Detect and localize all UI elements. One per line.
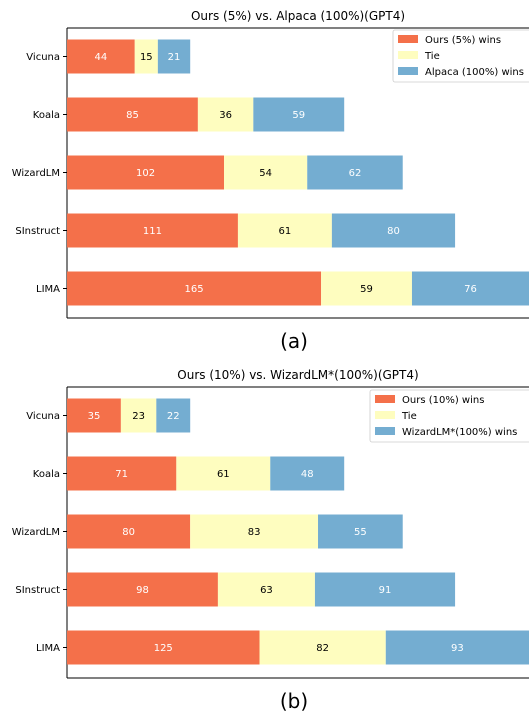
- bar-value-label: 71: [115, 469, 128, 480]
- legend-label-ours: Ours (5%) wins: [425, 35, 501, 46]
- plot-area: Vicuna 35 23 22 Koala 71 61 48 WizardLM 80 83 55 SIn…: [12, 386, 529, 679]
- bar-segment-tie: [237, 213, 332, 248]
- bar-value-label: 61: [279, 226, 292, 237]
- bar-value-label: 22: [167, 411, 180, 422]
- panel-title: Ours (5%) vs. Alpaca (100%)(GPT4): [191, 9, 405, 23]
- bar-value-label: 165: [185, 284, 204, 295]
- legend-frame: [392, 29, 529, 83]
- plot-area: Vicuna 44 15 21 Koala 85 36 59 WizardLM 102 54 62 SI…: [12, 27, 529, 319]
- category-label: WizardLM: [12, 168, 60, 179]
- bar-value-label: 48: [301, 469, 314, 480]
- bar-value-label: 62: [349, 168, 362, 179]
- bar-segment-tie: [190, 514, 319, 549]
- bar-value-label: 80: [122, 527, 135, 538]
- legend-label-baseline: WizardLM*(100%) wins: [402, 427, 517, 438]
- bar-segment-ours: [67, 39, 135, 74]
- bar-value-label: 91: [379, 585, 392, 596]
- category-label: WizardLM: [12, 527, 60, 538]
- bar-value-label: 93: [451, 643, 464, 654]
- bar-value-label: 55: [354, 527, 367, 538]
- bar-segment-tie: [321, 271, 412, 306]
- legend-swatch-baseline: [375, 427, 395, 435]
- legend-swatch-tie: [398, 51, 418, 59]
- bar-value-label: 83: [248, 527, 261, 538]
- bar-segment-tie: [224, 155, 308, 190]
- bar-value-label: 59: [360, 284, 373, 295]
- category-label: SInstruct: [15, 226, 60, 237]
- category-label: Vicuna: [26, 52, 60, 63]
- bar-segment-tie: [217, 572, 315, 607]
- bar-value-label: 44: [95, 52, 108, 63]
- legend: Ours (5%) wins Tie Alpaca (100%) wins: [392, 29, 529, 83]
- legend: Ours (10%) wins Tie WizardLM*(100%) wins: [369, 389, 529, 443]
- bar-segment-baseline: [385, 630, 529, 665]
- bar-segment-baseline: [314, 572, 456, 607]
- bar-segment-baseline: [331, 213, 456, 248]
- bar-value-label: 54: [259, 168, 272, 179]
- legend-label-tie: Tie: [401, 411, 417, 422]
- bar-segment-tie: [120, 398, 157, 433]
- bar-value-label: 98: [136, 585, 149, 596]
- legend-swatch-ours: [375, 395, 395, 403]
- bar-segment-ours: [67, 155, 225, 190]
- bar-segment-ours: [67, 514, 191, 549]
- bar-value-label: 23: [132, 411, 145, 422]
- bar-segment-ours: [67, 572, 218, 607]
- bar-segment-tie: [134, 39, 158, 74]
- bar-value-label: 111: [143, 226, 162, 237]
- bar-segment-tie: [259, 630, 386, 665]
- bar-segment-baseline: [307, 155, 403, 190]
- bar-segment-baseline: [157, 39, 191, 74]
- bar-value-label: 80: [387, 226, 400, 237]
- bar-value-label: 36: [219, 110, 232, 121]
- bar-segment-baseline: [411, 271, 529, 306]
- bar-value-label: 82: [316, 643, 329, 654]
- bar-segment-ours: [67, 271, 322, 306]
- bar-segment-baseline: [253, 97, 345, 132]
- bar-value-label: 85: [126, 110, 139, 121]
- bar-value-label: 15: [140, 52, 153, 63]
- legend-label-ours: Ours (10%) wins: [402, 395, 484, 406]
- legend-swatch-tie: [375, 411, 395, 419]
- bar-segment-ours: [67, 630, 260, 665]
- bar-value-label: 61: [217, 469, 230, 480]
- panel-caption: (a): [280, 329, 308, 353]
- category-label: SInstruct: [15, 585, 60, 596]
- bar-segment-ours: [67, 213, 238, 248]
- legend-swatch-baseline: [398, 67, 418, 75]
- legend-label-tie: Tie: [424, 51, 440, 62]
- bar-segment-baseline: [156, 398, 191, 433]
- category-label: Koala: [33, 469, 60, 480]
- category-label: Vicuna: [26, 411, 60, 422]
- bar-segment-baseline: [270, 456, 345, 491]
- panel-a: Ours (5%) vs. Alpaca (100%)(GPT4) Vicuna…: [12, 9, 529, 353]
- bar-value-label: 21: [168, 52, 181, 63]
- bar-value-label: 102: [136, 168, 155, 179]
- panel-b: Ours (10%) vs. WizardLM*(100%)(GPT4) Vic…: [12, 368, 529, 711]
- legend-label-baseline: Alpaca (100%) wins: [425, 67, 524, 78]
- bar-segment-ours: [67, 398, 121, 433]
- bar-value-label: 76: [464, 284, 477, 295]
- legend-swatch-ours: [398, 35, 418, 43]
- bar-segment-ours: [67, 97, 198, 132]
- bar-value-label: 35: [88, 411, 101, 422]
- category-label: LIMA: [36, 643, 60, 654]
- bar-value-label: 125: [154, 643, 173, 654]
- bar-segment-ours: [67, 456, 177, 491]
- bar-segment-tie: [197, 97, 254, 132]
- bar-value-label: 59: [292, 110, 305, 121]
- category-label: LIMA: [36, 284, 60, 295]
- legend-frame: [369, 389, 529, 443]
- bar-segment-tie: [176, 456, 271, 491]
- panel-title: Ours (10%) vs. WizardLM*(100%)(GPT4): [177, 368, 418, 382]
- category-label: Koala: [33, 110, 60, 121]
- panel-caption: (b): [280, 689, 308, 711]
- bar-segment-baseline: [318, 514, 403, 549]
- bar-value-label: 63: [260, 585, 273, 596]
